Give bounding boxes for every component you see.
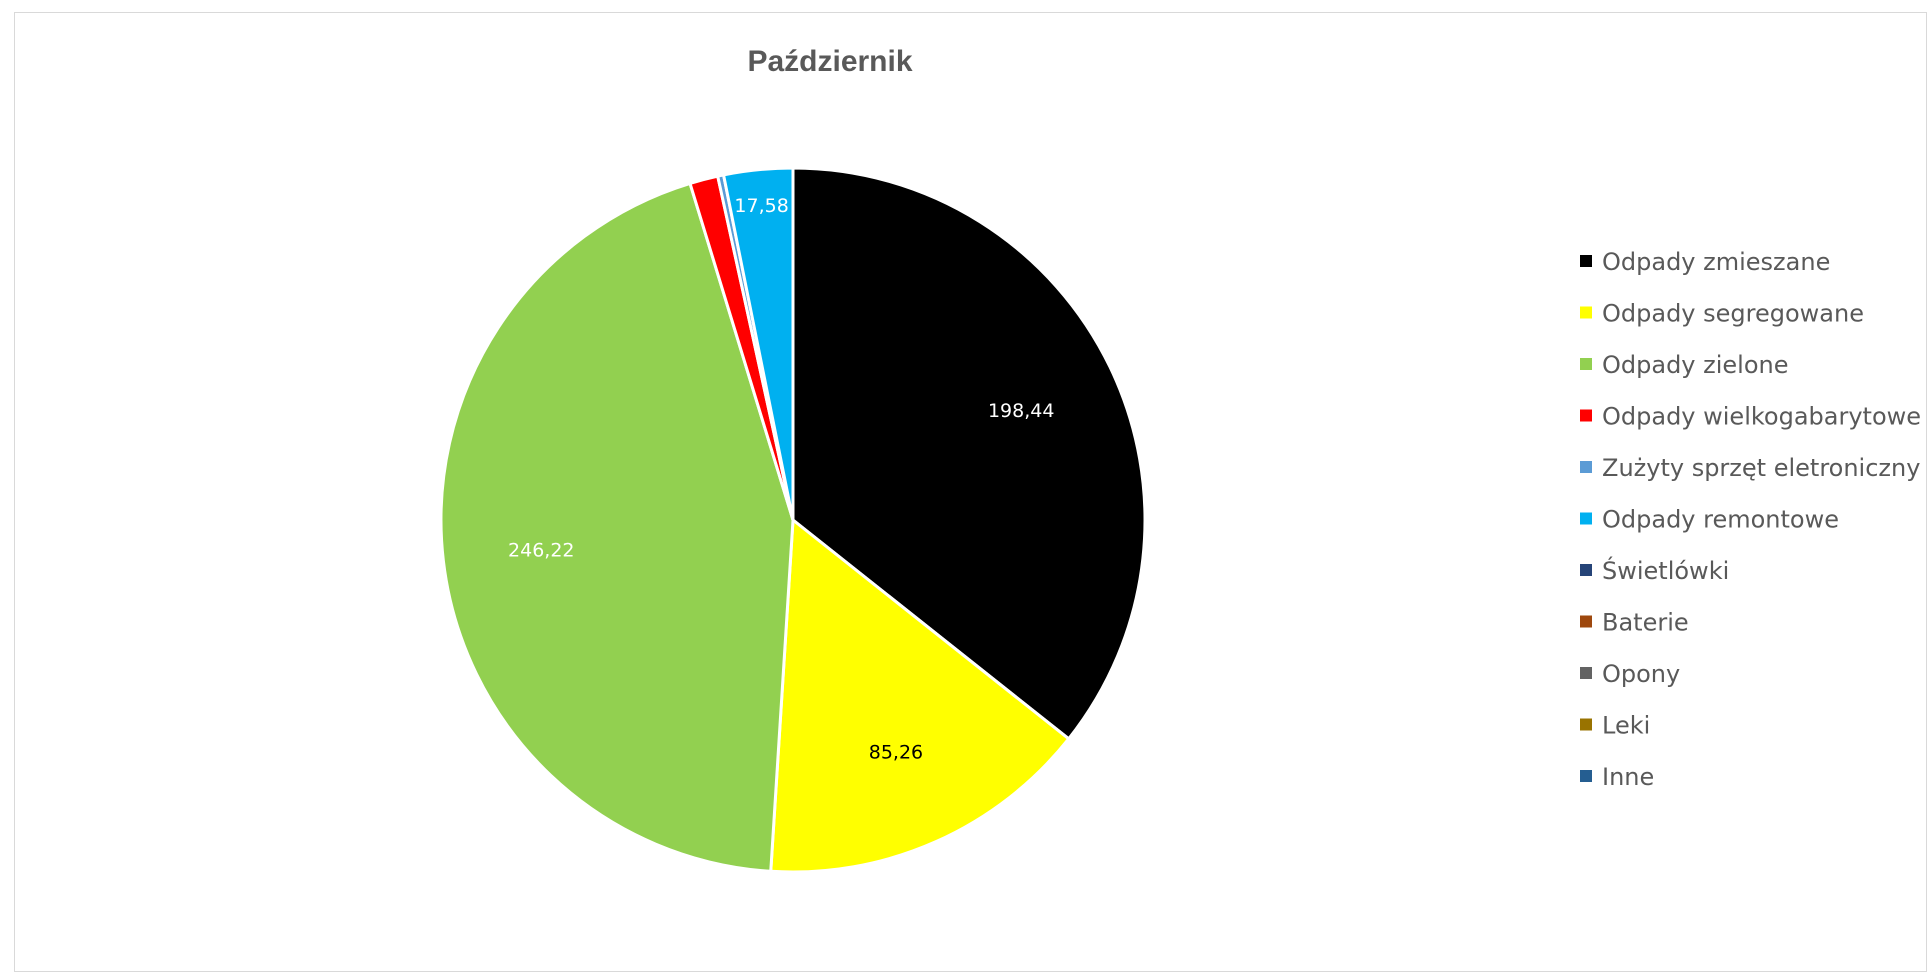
legend-label: Leki <box>1602 712 1650 740</box>
legend-label: Odpady zmieszane <box>1602 248 1830 276</box>
legend-swatch <box>1580 667 1592 679</box>
legend-item-baterie: Baterie <box>1580 609 1689 637</box>
legend-swatch <box>1580 409 1592 422</box>
legend-item-odpady-wielkogabarytowe: Odpady wielkogabarytowe <box>1580 403 1921 431</box>
data-label-odpady-segregowane: 85,26 <box>869 742 923 764</box>
legend-label: Zużyty sprzęt eletroniczny <box>1602 454 1920 482</box>
legend-label: Baterie <box>1602 609 1689 637</box>
pie-data-labels: 198,44 85,26 246,22 17,58 <box>508 195 1054 764</box>
pie-slice-odpady-remontowe <box>722 166 795 522</box>
legend-swatch <box>1580 770 1592 782</box>
pie-slice-odpady-zielone <box>439 181 795 873</box>
legend-item-odpady-zielone: Odpady zielone <box>1580 351 1789 379</box>
legend-swatch <box>1580 512 1592 525</box>
legend: Odpady zmieszane Odpady segregowane Odpady… <box>1580 248 1921 791</box>
legend-swatch <box>1580 461 1592 473</box>
legend-label: Odpady remontowe <box>1602 506 1839 534</box>
legend-label: Inne <box>1602 763 1654 791</box>
legend-label: Świetlówki <box>1602 555 1729 585</box>
legend-item-leki: Leki <box>1580 712 1650 740</box>
legend-item-swietlowki: Świetlówki <box>1580 555 1729 585</box>
data-label-odpady-remontowe: 17,58 <box>734 195 788 217</box>
legend-swatch <box>1580 255 1592 267</box>
chart-frame: Październik 198,44 85,26 246,22 17,58 Odpad… <box>14 12 1927 972</box>
pie-slice-odpady-zmieszane <box>791 166 1147 741</box>
pie-slice-odpady-segregowane <box>769 518 1071 874</box>
legend-swatch <box>1580 718 1592 731</box>
legend-label: Odpady wielkogabarytowe <box>1602 403 1921 431</box>
pie-chart: Październik 198,44 85,26 246,22 17,58 Odpad… <box>439 45 1921 874</box>
legend-item-opony: Opony <box>1580 660 1680 688</box>
legend-item-odpady-zmieszane: Odpady zmieszane <box>1580 248 1830 276</box>
legend-item-odpady-segregowane: Odpady segregowane <box>1580 300 1864 328</box>
pie-slices <box>439 166 1147 874</box>
chart-title: Październik <box>747 45 912 78</box>
legend-swatch <box>1580 615 1592 628</box>
legend-item-inne: Inne <box>1580 763 1654 791</box>
legend-item-odpady-remontowe: Odpady remontowe <box>1580 506 1839 534</box>
legend-swatch <box>1580 358 1592 370</box>
legend-swatch <box>1580 564 1592 576</box>
legend-item-zuzyty-sprzet-eletroniczny: Zużyty sprzęt eletroniczny <box>1580 454 1920 482</box>
legend-label: Odpady segregowane <box>1602 300 1864 328</box>
data-label-odpady-zielone: 246,22 <box>508 540 574 562</box>
data-label-odpady-zmieszane: 198,44 <box>988 400 1054 422</box>
legend-swatch <box>1580 306 1592 319</box>
legend-label: Odpady zielone <box>1602 351 1789 379</box>
legend-label: Opony <box>1602 660 1680 688</box>
